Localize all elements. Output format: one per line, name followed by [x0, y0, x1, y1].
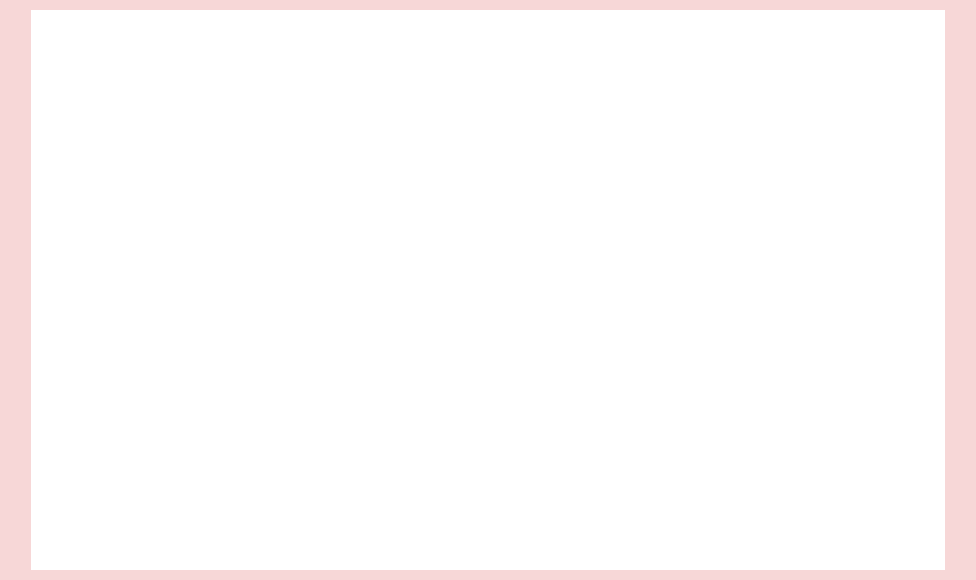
Text: $(0,2)$ is an increasing interval.: $(0,2)$ is an increasing interval.: [142, 432, 431, 455]
Text: A: A: [73, 380, 87, 398]
Text: Intervals,  $x$: Intervals, $x$: [313, 145, 424, 165]
Text: Sign of $f'(x)$: Sign of $f'(x)$: [315, 222, 422, 245]
Text: TRUE?: TRUE?: [250, 322, 320, 340]
Text: C: C: [73, 484, 88, 502]
Text: The table below shows the first derivative test of  $f(x)=x^3-3x^2+4$.: The table below shows the first derivati…: [73, 49, 723, 73]
Text: B: B: [73, 432, 87, 450]
Text: +ve: +ve: [736, 224, 771, 242]
Text: $(0,2)$: $(0,2)$: [625, 145, 671, 165]
Text: None of the above.: None of the above.: [142, 536, 320, 554]
Text: $(-\infty,0)$: $(-\infty,0)$: [502, 145, 567, 165]
Text: - ve: - ve: [631, 224, 665, 242]
Text: +ve: +ve: [516, 224, 552, 242]
Text: $f(x)$ is decreasing when $x>2$.: $f(x)$ is decreasing when $x>2$.: [142, 484, 422, 508]
Text: $(2,\infty)$: $(2,\infty)$: [728, 145, 779, 165]
Text: Which of the statement is: Which of the statement is: [73, 322, 322, 340]
Text: D: D: [73, 536, 88, 554]
Text: $(-\infty,0)$ is a decreasing interval.: $(-\infty,0)$ is a decreasing interval.: [142, 380, 444, 403]
